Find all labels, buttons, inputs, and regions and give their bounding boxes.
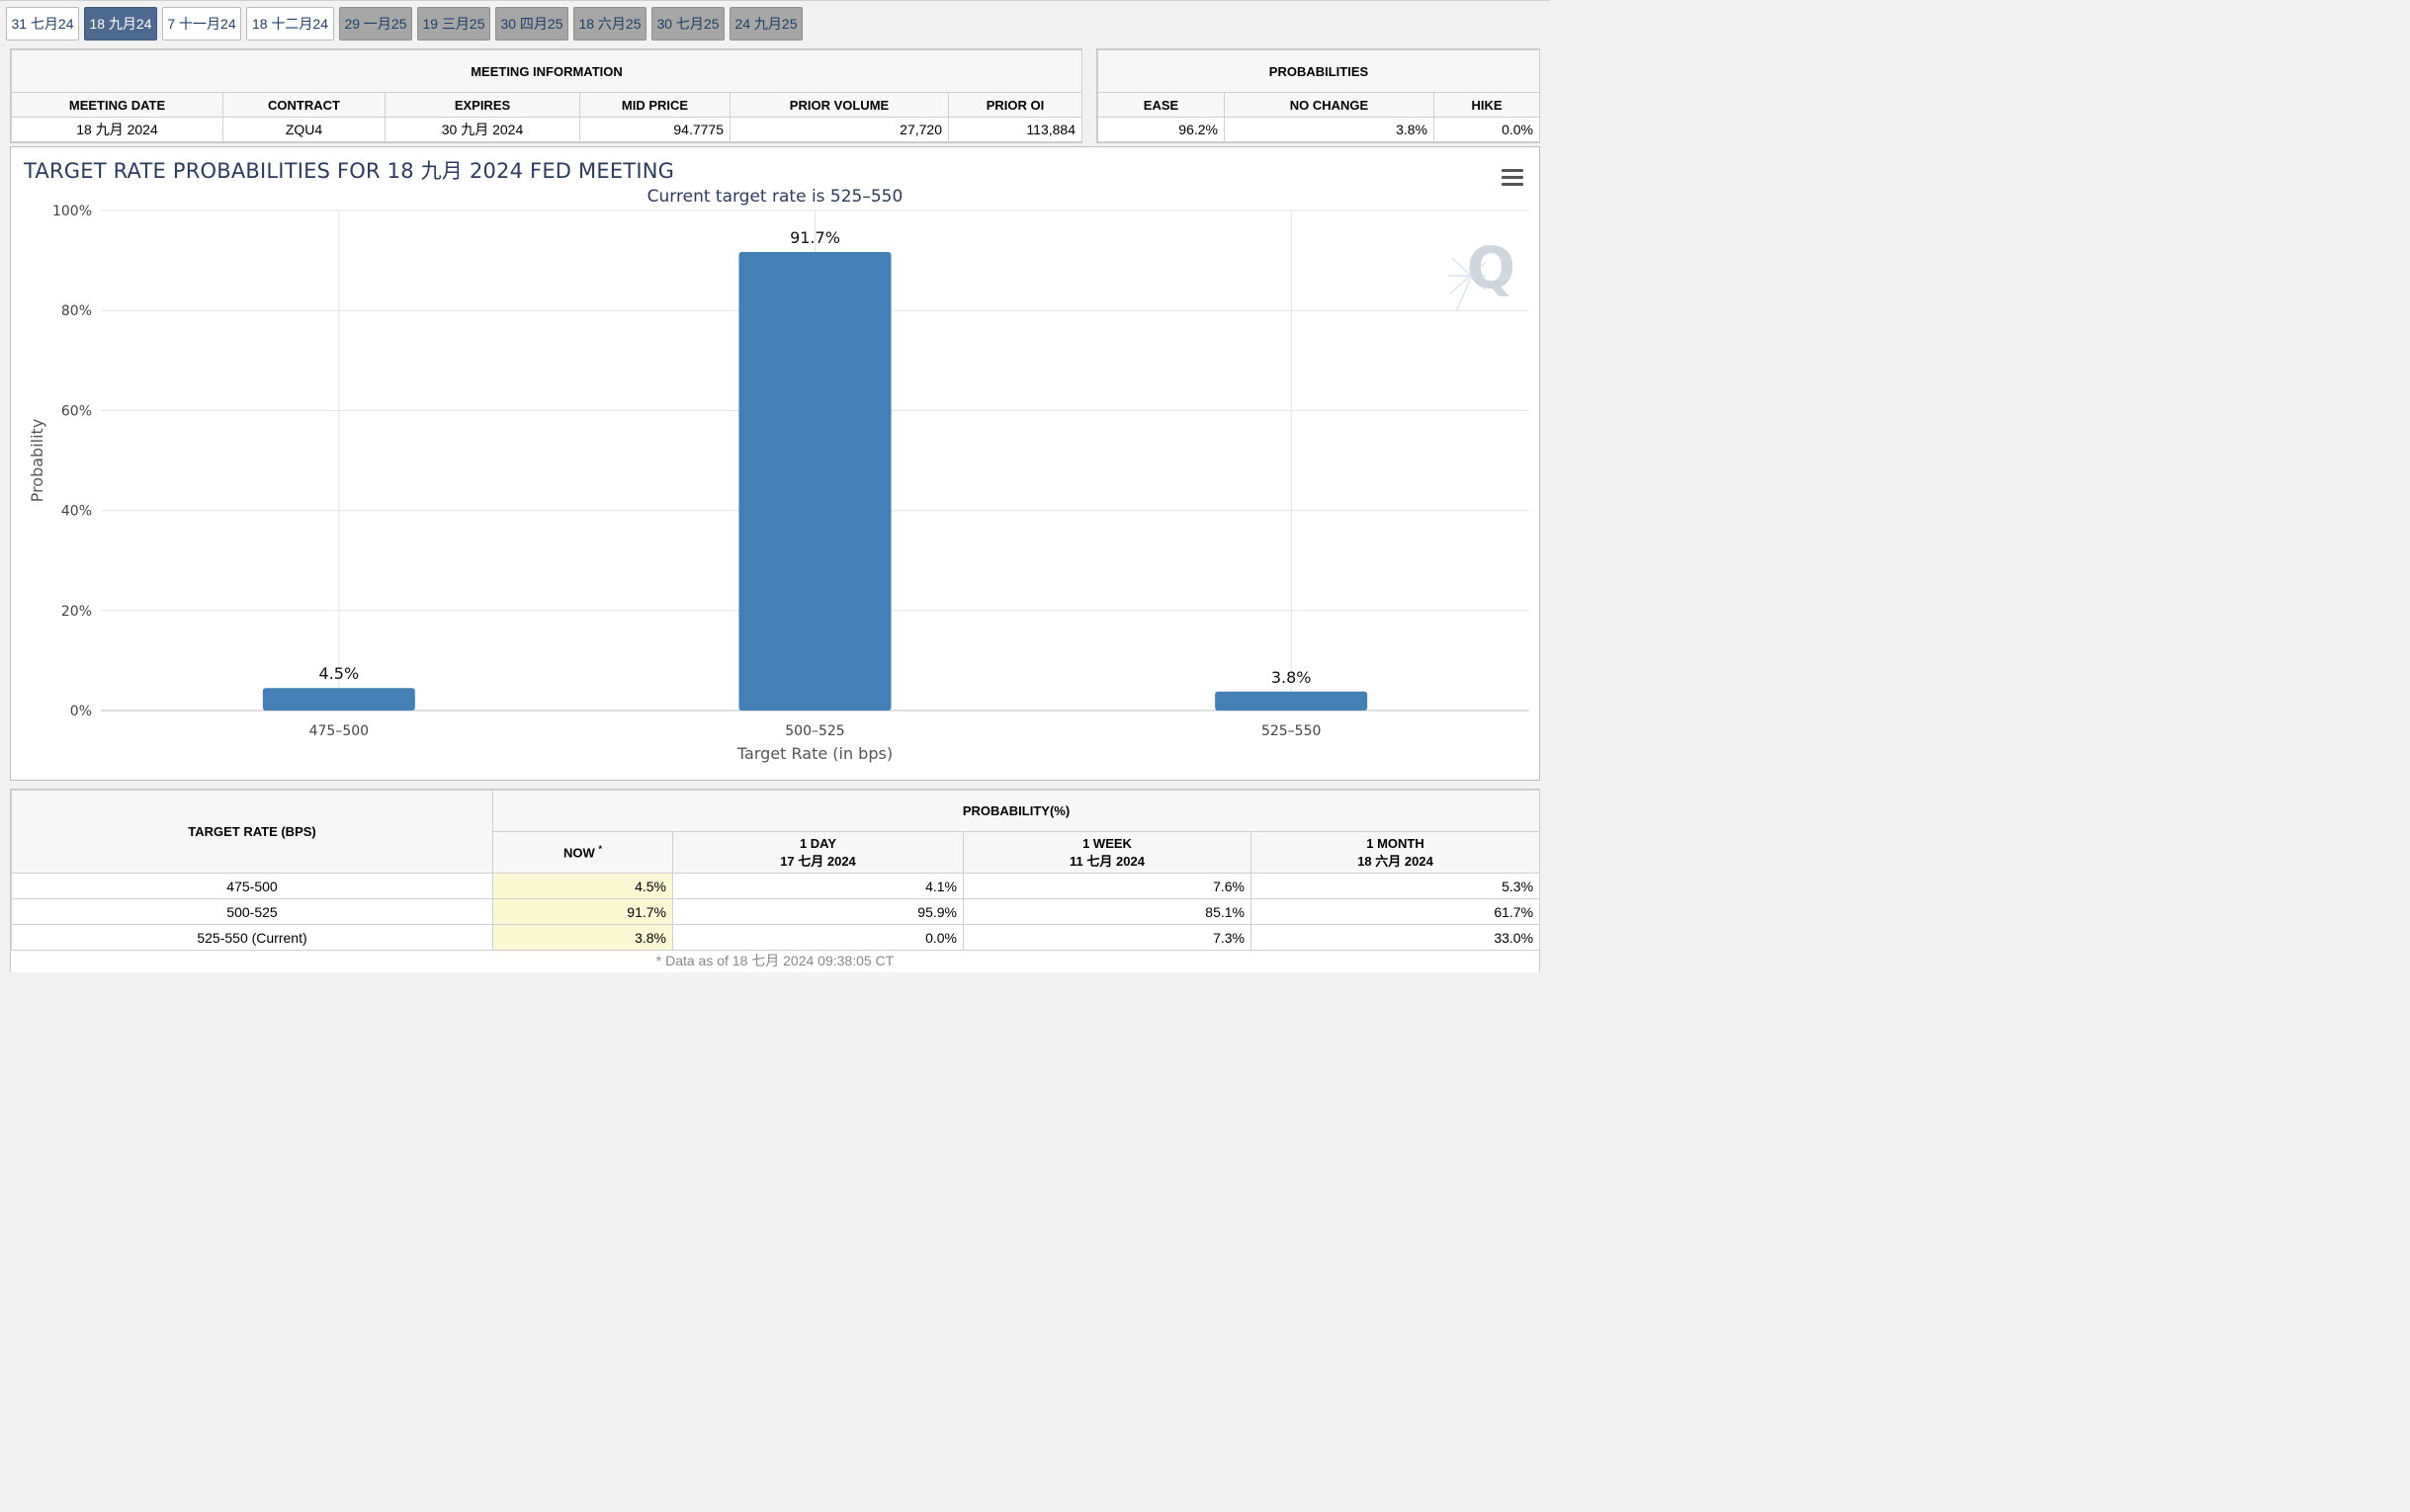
table-row: 525-550 (Current) 3.8% 0.0% 7.3% 33.0%: [11, 924, 1541, 951]
tab-meeting-6[interactable]: 19 三月25: [417, 7, 490, 41]
table-row: 500-525 91.7% 95.9% 85.1% 61.7%: [11, 898, 1541, 925]
now-footnote-mark: *: [598, 844, 602, 855]
contract-value: ZQU4: [222, 117, 386, 142]
prior-volume-header: PRIOR VOLUME: [730, 92, 949, 118]
bar: [738, 251, 892, 712]
probability-table-panel: TARGET RATE (BPS) PROBABILITY(%) NOW * 1…: [10, 789, 1541, 972]
x-tick-label: 525–550: [1261, 723, 1321, 739]
one-week-cell: 7.6%: [963, 873, 1251, 899]
bar: [1215, 691, 1368, 711]
chart-plot-area: 0% 20% 40% 60% 80% 100% 4.5% 475–500 91.7% 500–52…: [28, 204, 1529, 763]
target-rate-header: TARGET RATE (BPS): [11, 790, 493, 874]
tab-meeting-8[interactable]: 18 六月25: [573, 7, 646, 41]
rate-cell: 525-550 (Current): [11, 924, 493, 951]
x-tick-label: 475–500: [309, 723, 369, 739]
one-day-cell: 4.1%: [672, 873, 964, 899]
hike-value: 0.0%: [1432, 117, 1541, 142]
tab-meeting-9[interactable]: 30 七月25: [651, 7, 725, 41]
meeting-date-value: 18 九月 2024: [11, 117, 223, 142]
one-month-cell: 5.3%: [1249, 873, 1541, 899]
meeting-info-panel: MEETING INFORMATION MEETING DATE CONTRAC…: [10, 48, 1082, 143]
ease-header: EASE: [1097, 92, 1225, 118]
data-timestamp-footnote: * Data as of 18 七月 2024 09:38:05 CT: [655, 953, 895, 968]
one-week-cell: 7.3%: [963, 924, 1251, 951]
table-row: 475-500 4.5% 4.1% 7.6% 5.3%: [11, 873, 1541, 899]
mid-price-header: MID PRICE: [579, 92, 731, 118]
tab-meeting-4[interactable]: 18 十二月24: [246, 7, 334, 41]
rate-cell: 475-500: [11, 873, 493, 899]
y-tick-label: 60%: [61, 403, 92, 419]
one-day-cell: 95.9%: [672, 898, 964, 925]
x-axis-title: Target Rate (in bps): [736, 744, 893, 763]
hike-header: HIKE: [1432, 92, 1541, 118]
one-month-header: 1 MONTH 18 六月 2024: [1249, 831, 1541, 874]
now-cell: 4.5%: [492, 873, 673, 899]
hamburger-menu-icon[interactable]: [1502, 169, 1523, 187]
data-label: 4.5%: [319, 664, 360, 683]
tab-meeting-1[interactable]: 31 七月24: [6, 7, 79, 41]
probabilities-title: PROBABILITIES: [1096, 49, 1541, 93]
y-tick-label: 80%: [61, 303, 92, 319]
now-header: NOW *: [492, 831, 673, 874]
prior-oi-value: 113,884: [948, 117, 1082, 142]
meeting-date-header: MEETING DATE: [11, 92, 223, 118]
prior-oi-header: PRIOR OI: [948, 92, 1082, 118]
expires-header: EXPIRES: [385, 92, 580, 118]
one-day-cell: 0.0%: [672, 924, 964, 951]
ease-value: 96.2%: [1097, 117, 1225, 142]
data-label: 91.7%: [790, 228, 840, 247]
probabilities-panel: PROBABILITIES EASE NO CHANGE HIKE 96.2% …: [1096, 48, 1541, 143]
tab-meeting-10[interactable]: 24 九月25: [730, 7, 803, 41]
bar: [262, 688, 415, 711]
y-axis-title: Probability: [28, 419, 46, 503]
q-logo-watermark: Q: [1446, 224, 1515, 313]
one-month-cell: 61.7%: [1249, 898, 1541, 925]
no-change-value: 3.8%: [1224, 117, 1434, 142]
no-change-header: NO CHANGE: [1224, 92, 1434, 118]
expires-value: 30 九月 2024: [385, 117, 580, 142]
tab-meeting-5[interactable]: 29 一月25: [339, 7, 412, 41]
y-tick-label: 100%: [52, 204, 92, 219]
tab-meeting-2[interactable]: 18 九月24: [84, 7, 157, 41]
tab-meeting-3[interactable]: 7 十一月24: [162, 7, 241, 41]
one-week-header: 1 WEEK 11 七月 2024: [963, 831, 1251, 874]
now-cell: 3.8%: [492, 924, 673, 951]
meeting-date-tabs: 31 七月24 18 九月24 7 十一月24 18 十二月24 29 一月25…: [0, 0, 1550, 42]
contract-header: CONTRACT: [222, 92, 386, 118]
y-tick-label: 40%: [61, 504, 92, 520]
one-week-cell: 85.1%: [963, 898, 1251, 925]
y-tick-label: 20%: [61, 604, 92, 620]
probability-group-header: PROBABILITY(%): [491, 790, 1541, 832]
mid-price-value: 94.7775: [579, 117, 731, 142]
chart-subtitle: Current target rate is 525–550: [646, 187, 904, 207]
x-tick-label: 500–525: [785, 723, 844, 739]
prior-volume-value: 27,720: [730, 117, 949, 142]
meeting-info-title: MEETING INFORMATION: [11, 49, 1082, 93]
tab-meeting-7[interactable]: 30 四月25: [495, 7, 568, 41]
one-day-header: 1 DAY 17 七月 2024: [672, 831, 964, 874]
rate-cell: 500-525: [11, 898, 493, 925]
chart-title: TARGET RATE PROBABILITIES FOR 18 九月 2024…: [24, 159, 675, 183]
one-month-cell: 33.0%: [1249, 924, 1541, 951]
y-tick-label: 0%: [70, 704, 92, 719]
target-rate-chart: TARGET RATE PROBABILITIES FOR 18 九月 2024…: [10, 146, 1540, 781]
now-cell: 91.7%: [492, 898, 673, 925]
data-label: 3.8%: [1271, 668, 1312, 687]
